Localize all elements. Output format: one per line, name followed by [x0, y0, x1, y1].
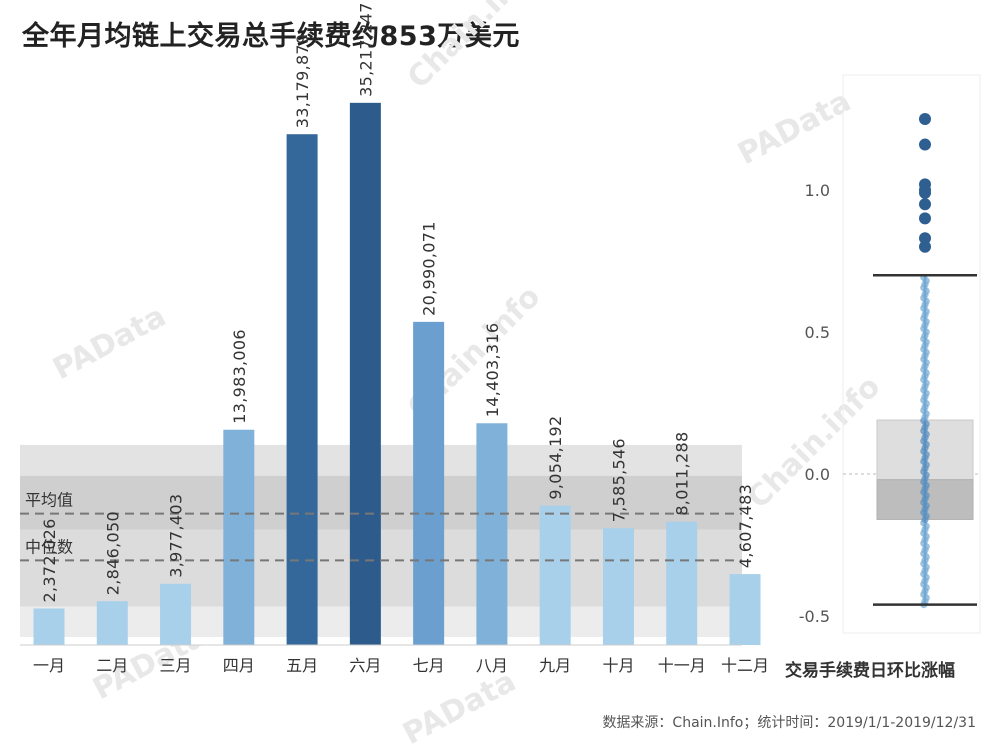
data-source-note: 数据来源：Chain.Info；统计时间：2019/1/1-2019/12/31	[602, 715, 976, 731]
bar-value-label-7: 20,990,071	[420, 221, 439, 316]
boxplot-y-tick-2: 0.5	[805, 323, 830, 342]
bar-value-label-11: 8,011,288	[673, 432, 692, 516]
bar-value-label-8: 14,403,316	[483, 323, 502, 418]
outlier-point-0	[919, 113, 931, 125]
bar-12	[729, 574, 761, 645]
bar-value-label-6: 35,217,247	[356, 2, 375, 97]
bar-7	[413, 321, 445, 645]
bar-value-label-2: 2,846,050	[103, 511, 122, 595]
x-tick-label-3: 三月	[160, 656, 192, 675]
bar-value-label-9: 9,054,192	[546, 415, 565, 499]
x-tick-label-2: 二月	[96, 656, 128, 675]
bar-value-label-1: 2,372,026	[40, 518, 59, 602]
outlier-point-8	[919, 240, 931, 253]
bar-1	[33, 608, 65, 645]
x-tick-label-12: 十二月	[721, 656, 769, 675]
reference-band-2	[20, 475, 742, 530]
reference-band-3	[20, 444, 742, 476]
boxplot-y-tick-3: 1.0	[805, 181, 830, 200]
x-tick-label-11: 十一月	[658, 656, 706, 675]
bar-11	[666, 521, 698, 645]
bar-4	[223, 429, 255, 645]
boxplot-y-tick-1: 0.0	[805, 465, 830, 484]
bar-9	[539, 505, 571, 645]
watermark-text-4: Chain.info	[741, 369, 887, 515]
bar-value-label-3: 3,977,403	[167, 494, 186, 578]
bar-2	[96, 601, 128, 645]
bar-8	[476, 423, 508, 645]
bar-value-label-12: 4,607,483	[736, 484, 755, 568]
watermark-text-0: Chain.info	[401, 0, 547, 96]
bar-10	[602, 528, 634, 645]
bar-5	[286, 134, 318, 645]
x-tick-label-7: 七月	[413, 656, 445, 675]
x-tick-label-6: 六月	[349, 656, 381, 675]
boxplot-x-label: 交易手续费日环比涨幅	[785, 660, 955, 681]
outlier-point-5	[919, 198, 931, 211]
boxplot-y-tick-0: -0.5	[799, 607, 830, 626]
boxplot-panel	[842, 74, 981, 634]
bar-6	[349, 102, 381, 646]
x-tick-label-4: 四月	[223, 656, 255, 675]
chart-title: 全年月均链上交易总手续费约853万美元	[22, 21, 520, 52]
outlier-point-1	[919, 138, 931, 151]
bar-value-label-4: 13,983,006	[230, 329, 249, 424]
watermark-text-6: PAData	[397, 664, 521, 752]
x-tick-label-1: 一月	[33, 656, 65, 675]
x-tick-label-9: 九月	[539, 656, 571, 675]
bar-3	[160, 583, 192, 645]
daily-change-boxplot: -0.5 0.0 0.5 1.0 交易手续费日环比涨幅	[785, 74, 981, 681]
x-tick-label-8: 八月	[476, 656, 508, 675]
outlier-point-7	[919, 232, 931, 245]
outlier-point-4	[919, 186, 931, 199]
x-tick-label-5: 五月	[286, 656, 318, 675]
watermark-text-1: PAData	[732, 84, 856, 172]
reference-line-label-0: 平均值	[25, 491, 73, 510]
bar-value-label-5: 33,179,879	[293, 34, 312, 129]
x-tick-label-10: 十月	[602, 656, 634, 675]
bar-value-label-10: 7,585,546	[609, 438, 628, 522]
reference-line-label-1: 中位数	[25, 537, 73, 556]
baseline-gap	[20, 637, 742, 645]
outlier-point-6	[919, 212, 931, 225]
watermark-text-2: PAData	[47, 299, 171, 387]
